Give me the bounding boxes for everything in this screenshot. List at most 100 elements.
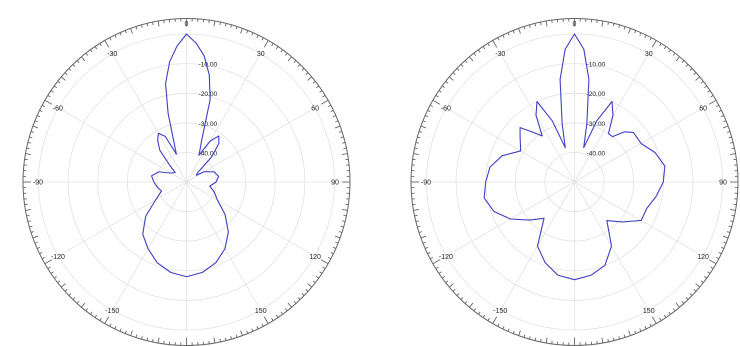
tick-mark xyxy=(47,266,51,270)
tick-mark xyxy=(464,300,468,304)
tick-mark xyxy=(141,336,143,340)
tick-mark xyxy=(420,125,427,129)
tick-mark xyxy=(424,246,429,249)
tick-mark xyxy=(81,56,86,62)
tick-mark xyxy=(261,323,264,327)
tick-mark xyxy=(41,256,45,260)
radial-label: -10.00 xyxy=(199,62,218,69)
tick-mark xyxy=(502,34,505,38)
tick-mark xyxy=(119,32,122,36)
tick-mark xyxy=(263,316,269,324)
tick-mark xyxy=(512,330,515,334)
tick-mark xyxy=(417,225,421,228)
angle-label: -150 xyxy=(493,308,507,315)
tick-mark xyxy=(342,208,348,211)
tick-mark xyxy=(25,153,31,156)
tick-mark xyxy=(420,235,427,239)
tick-mark xyxy=(301,68,305,71)
angle-label: -150 xyxy=(105,308,119,315)
tick-mark xyxy=(413,208,419,211)
angle-label: 30 xyxy=(257,51,265,58)
tick-mark xyxy=(256,326,259,330)
tick-mark xyxy=(639,328,642,332)
tick-mark xyxy=(417,136,421,139)
polar-chart-left: 0 30 60 90 120 150 -150 -120 -90 -60 -30 -10.00 -20.… xyxy=(22,18,351,346)
tick-mark xyxy=(316,85,320,89)
tick-mark xyxy=(94,46,98,50)
tick-mark xyxy=(293,300,297,304)
tick-mark xyxy=(730,142,734,144)
tick-mark xyxy=(284,52,288,56)
tick-mark xyxy=(60,76,66,81)
tick-mark xyxy=(681,60,685,64)
tick-mark xyxy=(639,32,642,36)
angle-label: -30 xyxy=(107,51,117,58)
tick-mark xyxy=(644,34,647,38)
tick-mark xyxy=(675,56,680,62)
tick-mark xyxy=(414,214,418,217)
tick-mark xyxy=(693,72,697,75)
tick-mark xyxy=(320,99,329,105)
tick-mark xyxy=(445,280,449,284)
tick-mark xyxy=(32,235,39,239)
tick-mark xyxy=(649,323,652,327)
tick-mark xyxy=(432,259,441,265)
tick-mark xyxy=(727,131,731,133)
tick-mark xyxy=(109,323,112,327)
angle-label: 0 xyxy=(185,21,189,28)
tick-mark xyxy=(26,214,30,217)
grid-spoke xyxy=(186,181,315,257)
tick-mark xyxy=(651,316,657,324)
tick-mark xyxy=(57,280,61,284)
tick-mark xyxy=(414,147,418,150)
tick-mark xyxy=(305,289,309,292)
tick-mark xyxy=(41,104,45,108)
tick-mark xyxy=(332,115,337,118)
tick-mark xyxy=(422,120,426,123)
tick-mark xyxy=(545,20,548,27)
tick-mark xyxy=(618,336,620,340)
tick-mark xyxy=(104,40,110,48)
radial-label: -40.00 xyxy=(587,150,606,157)
tick-mark xyxy=(271,317,274,321)
tick-mark xyxy=(316,275,320,279)
tick-mark xyxy=(730,153,736,156)
tick-mark xyxy=(332,246,337,249)
tick-mark xyxy=(492,40,498,48)
tick-mark xyxy=(39,251,43,255)
tick-mark xyxy=(473,308,477,312)
tick-mark xyxy=(330,109,334,113)
tick-mark xyxy=(607,21,609,26)
tick-mark xyxy=(644,326,647,330)
tick-mark xyxy=(456,293,460,296)
tick-mark xyxy=(689,68,693,71)
tick-mark xyxy=(668,49,671,53)
tick-mark xyxy=(612,337,615,341)
tick-mark xyxy=(99,43,102,47)
tick-mark xyxy=(319,271,323,274)
tick-mark xyxy=(448,283,454,288)
tick-mark xyxy=(328,256,332,260)
tick-mark xyxy=(601,337,604,344)
tick-mark xyxy=(718,251,722,255)
tick-mark xyxy=(707,271,711,274)
tick-mark xyxy=(340,136,344,139)
tick-mark xyxy=(432,99,441,105)
tick-mark xyxy=(518,330,521,336)
tick-mark xyxy=(68,68,72,71)
tick-mark xyxy=(319,90,323,93)
angle-label: -120 xyxy=(439,254,453,261)
tick-mark xyxy=(487,43,490,47)
tick-mark xyxy=(651,40,657,48)
grid-spoke xyxy=(574,107,703,183)
tick-mark xyxy=(320,259,329,265)
angle-label: 90 xyxy=(331,180,339,187)
tick-mark xyxy=(415,142,419,144)
tick-mark xyxy=(438,271,442,274)
tick-mark xyxy=(224,337,227,341)
tick-mark xyxy=(256,34,259,38)
tick-mark xyxy=(723,241,727,244)
tick-mark xyxy=(460,297,464,300)
tick-mark xyxy=(507,32,510,36)
